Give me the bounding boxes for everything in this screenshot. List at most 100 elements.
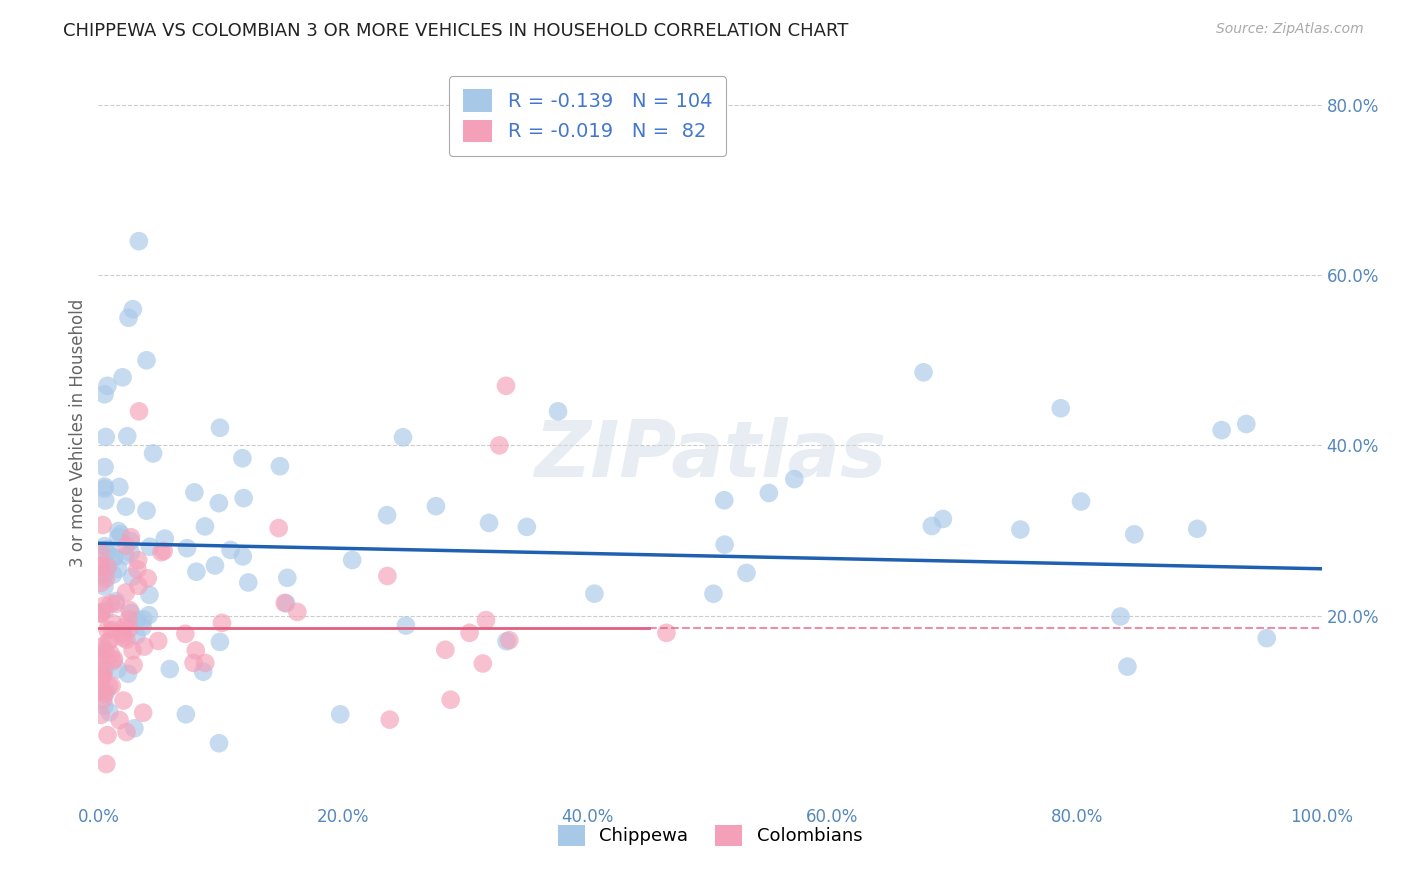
Point (127, 562, 149, 576)
Point (159, 662, 181, 676)
Point (93, 482, 115, 496)
Point (90, 683, 112, 698)
Point (90, 640, 112, 654)
Point (112, 693, 135, 707)
Point (702, 587, 724, 601)
Point (93, 687, 115, 701)
Point (90, 674, 112, 689)
Text: ZIPatlas: ZIPatlas (534, 417, 886, 493)
Point (495, 379, 517, 393)
Point (136, 571, 159, 585)
Point (128, 404, 150, 418)
Point (93, 663, 115, 677)
Point (194, 519, 217, 533)
Point (107, 562, 129, 576)
Point (93, 698, 115, 713)
Point (152, 544, 174, 558)
Point (125, 613, 148, 627)
Point (115, 539, 138, 553)
Point (194, 656, 217, 670)
Point (1109, 609, 1132, 624)
Point (120, 534, 142, 549)
Point (90, 576, 112, 591)
Point (274, 596, 297, 610)
Point (395, 618, 418, 632)
Point (273, 596, 295, 610)
Point (96, 623, 118, 637)
Point (231, 451, 253, 466)
Point (94, 493, 117, 508)
Point (100, 596, 122, 610)
Point (118, 622, 141, 636)
Point (478, 516, 501, 530)
Point (735, 566, 758, 580)
Point (1010, 523, 1032, 537)
Point (100, 647, 122, 661)
Point (138, 608, 160, 623)
Point (93, 460, 115, 475)
Point (340, 553, 363, 567)
Point (932, 512, 955, 526)
Point (96, 546, 118, 560)
Point (111, 627, 134, 641)
Point (122, 658, 145, 673)
Point (93, 566, 115, 580)
Point (127, 579, 149, 593)
Point (101, 567, 124, 582)
Point (96, 379, 118, 393)
Point (111, 370, 134, 384)
Point (114, 549, 136, 563)
Point (90, 607, 112, 621)
Point (100, 679, 122, 693)
Point (392, 430, 415, 444)
Point (128, 234, 150, 248)
Point (108, 713, 131, 727)
Point (98, 679, 121, 693)
Point (103, 652, 125, 666)
Point (912, 365, 935, 379)
Point (1211, 423, 1233, 437)
Point (377, 569, 399, 583)
Point (101, 616, 124, 631)
Point (91, 666, 114, 681)
Point (139, 540, 162, 554)
Point (107, 530, 129, 544)
Point (1070, 494, 1092, 508)
Point (434, 642, 457, 657)
Y-axis label: 3 or more Vehicles in Household: 3 or more Vehicles in Household (69, 299, 87, 566)
Point (90, 648, 112, 662)
Point (96, 560, 118, 574)
Point (208, 496, 231, 510)
Point (121, 643, 143, 657)
Point (108, 480, 131, 494)
Point (103, 550, 125, 565)
Point (117, 310, 139, 325)
Point (516, 520, 538, 534)
Point (285, 605, 308, 619)
Point (174, 707, 197, 722)
Point (96, 728, 118, 742)
Point (498, 633, 520, 648)
Point (1116, 659, 1139, 673)
Point (269, 459, 291, 474)
Point (110, 527, 132, 541)
Point (1123, 527, 1146, 541)
Point (90, 558, 112, 573)
Point (90, 657, 112, 671)
Point (93, 599, 115, 613)
Point (104, 594, 127, 608)
Point (713, 538, 735, 552)
Point (117, 612, 139, 626)
Point (1049, 401, 1071, 416)
Point (90, 707, 112, 722)
Point (276, 571, 298, 585)
Point (219, 543, 242, 558)
Point (93, 387, 115, 401)
Point (174, 627, 197, 641)
Point (93, 539, 115, 553)
Point (132, 612, 155, 626)
Point (184, 643, 207, 657)
Point (97, 559, 120, 574)
Point (475, 613, 498, 627)
Point (176, 541, 198, 556)
